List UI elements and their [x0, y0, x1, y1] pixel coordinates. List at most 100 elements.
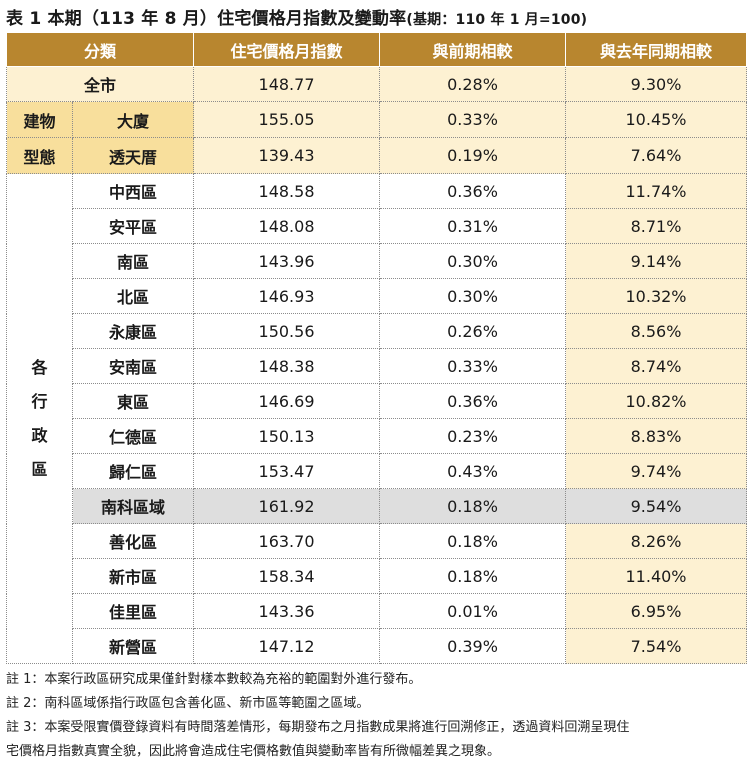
district-yoy: 7.54%: [565, 628, 748, 664]
district-mom: 0.18%: [379, 558, 567, 594]
district-index: 150.13: [193, 418, 381, 454]
table-row: 安平區 148.08 0.31% 8.71%: [7, 208, 748, 244]
footnote: 註 3：本案受限實價登錄資料有時間落差情形，每期發布之月指數成果將進行回溯修正，…: [6, 720, 630, 735]
district-index: 148.38: [193, 348, 381, 384]
district-mom: 0.33%: [379, 348, 567, 384]
district-label: 中西區: [71, 173, 195, 209]
district-mom: 0.43%: [379, 453, 567, 489]
table-row: 安南區 148.38 0.33% 8.74%: [7, 348, 748, 384]
districts-group-char: 區: [31, 459, 48, 479]
header-index: 住宅價格月指數: [193, 32, 381, 67]
building-type-yoy: 7.64%: [565, 137, 748, 174]
district-yoy: 8.71%: [565, 208, 748, 244]
building-type-group-label-1: 建物: [6, 101, 73, 138]
district-mom: 0.39%: [379, 628, 567, 664]
footnote: 宅價格月指數真實全貌，因此將會造成住宅價格數值與變動率皆有所微幅差異之現象。: [6, 744, 501, 759]
district-yoy: 10.32%: [565, 278, 748, 314]
district-mom: 0.18%: [379, 488, 567, 524]
table-row: 新營區 147.12 0.39% 7.54%: [7, 628, 748, 664]
district-mom: 0.30%: [379, 243, 567, 279]
district-label: 新營區: [71, 628, 195, 664]
all-market-index: 148.77: [193, 66, 381, 102]
districts-group-char: 各: [31, 357, 48, 377]
district-index: 148.58: [193, 173, 381, 209]
district-mom: 0.18%: [379, 523, 567, 559]
building-type-mom: 0.33%: [379, 101, 567, 138]
all-market-label: 全市: [5, 66, 195, 102]
table-row: 善化區 163.70 0.18% 8.26%: [7, 523, 748, 559]
table-title: 表 1 本期（113 年 8 月）住宅價格月指數及變動率(基期：110 年 1 …: [6, 4, 587, 29]
district-label: 仁德區: [71, 418, 195, 454]
district-index: 153.47: [193, 453, 381, 489]
district-index: 150.56: [193, 313, 381, 349]
district-label: 永康區: [71, 313, 195, 349]
building-type-yoy: 10.45%: [565, 101, 748, 138]
table-row: 仁德區 150.13 0.23% 8.83%: [7, 418, 748, 454]
district-yoy: 11.40%: [565, 558, 748, 594]
building-type-index: 155.05: [193, 101, 381, 138]
table-row: 東區 146.69 0.36% 10.82%: [7, 383, 748, 419]
district-mom: 0.26%: [379, 313, 567, 349]
table-row: 型態 透天厝 139.43 0.19% 7.64%: [6, 137, 748, 174]
district-mom: 0.23%: [379, 418, 567, 454]
district-index: 161.92: [193, 488, 381, 524]
district-yoy: 11.74%: [565, 173, 748, 209]
district-index: 146.69: [193, 383, 381, 419]
districts-group-char: 行: [31, 391, 48, 411]
footnote: 註 1：本案行政區研究成果僅針對樣本數較為充裕的範圍對外進行發布。: [6, 672, 422, 687]
table-row: 北區 146.93 0.30% 10.32%: [7, 278, 748, 314]
district-mom: 0.30%: [379, 278, 567, 314]
footnote: 註 2：南科區域係指行政區包含善化區、新市區等範圍之區域。: [6, 696, 370, 711]
district-yoy: 8.26%: [565, 523, 748, 559]
district-yoy: 8.74%: [565, 348, 748, 384]
district-label: 善化區: [71, 523, 195, 559]
table-row: 歸仁區 153.47 0.43% 9.74%: [7, 453, 748, 489]
district-label: 安南區: [71, 348, 195, 384]
district-label: 北區: [71, 278, 195, 314]
district-index: 146.93: [193, 278, 381, 314]
table-row: 南科區域 161.92 0.18% 9.54%: [7, 488, 748, 524]
table-row: 各行政區中西區 148.58 0.36% 11.74%: [6, 173, 748, 664]
district-index: 143.96: [193, 243, 381, 279]
district-yoy: 9.74%: [565, 453, 748, 489]
district-index: 143.36: [193, 593, 381, 629]
building-type-mom: 0.19%: [379, 137, 567, 174]
district-yoy: 6.95%: [565, 593, 748, 629]
districts-group-char: 政: [31, 425, 48, 445]
title-main: 表 1 本期（113 年 8 月）住宅價格月指數及變動率: [6, 9, 407, 29]
all-market-yoy: 9.30%: [565, 66, 748, 102]
district-label: 安平區: [71, 208, 195, 244]
district-label: 新市區: [71, 558, 195, 594]
district-mom: 0.36%: [379, 173, 567, 209]
district-mom: 0.01%: [379, 593, 567, 629]
title-base-period: (基期：110 年 1 月=100): [406, 12, 588, 28]
district-yoy: 10.82%: [565, 383, 748, 419]
building-type-index: 139.43: [193, 137, 381, 174]
header-category: 分類: [5, 32, 195, 67]
district-yoy: 9.14%: [565, 243, 748, 279]
housing-price-index-table: 分類 住宅價格月指數 與前期相較 與去年同期相較 全市 148.77 0.28%…: [5, 32, 748, 664]
district-label: 歸仁區: [71, 453, 195, 489]
all-market-mom: 0.28%: [379, 66, 567, 102]
building-type-label: 透天厝: [71, 137, 195, 174]
table-row: 建物 大廈 155.05 0.33% 10.45%: [6, 101, 748, 138]
district-label: 南區: [71, 243, 195, 279]
district-mom: 0.31%: [379, 208, 567, 244]
header-row: 分類 住宅價格月指數 與前期相較 與去年同期相較: [5, 32, 748, 67]
districts-group-label: 各行政區: [6, 173, 73, 664]
header-mom: 與前期相較: [379, 32, 567, 67]
table-row: 佳里區 143.36 0.01% 6.95%: [7, 593, 748, 629]
district-yoy: 9.54%: [565, 488, 748, 524]
building-type-group-label-2: 型態: [6, 137, 73, 174]
district-index: 147.12: [193, 628, 381, 664]
district-mom: 0.36%: [379, 383, 567, 419]
building-type-label: 大廈: [71, 101, 195, 138]
district-label: 東區: [71, 383, 195, 419]
row-all-market: 全市 148.77 0.28% 9.30%: [5, 66, 748, 102]
district-label: 佳里區: [71, 593, 195, 629]
district-index: 163.70: [193, 523, 381, 559]
district-index: 158.34: [193, 558, 381, 594]
header-yoy: 與去年同期相較: [565, 32, 748, 67]
district-label: 南科區域: [71, 488, 195, 524]
footnotes: 註 1：本案行政區研究成果僅針對樣本數較為充裕的範圍對外進行發布。 註 2：南科…: [6, 668, 748, 764]
